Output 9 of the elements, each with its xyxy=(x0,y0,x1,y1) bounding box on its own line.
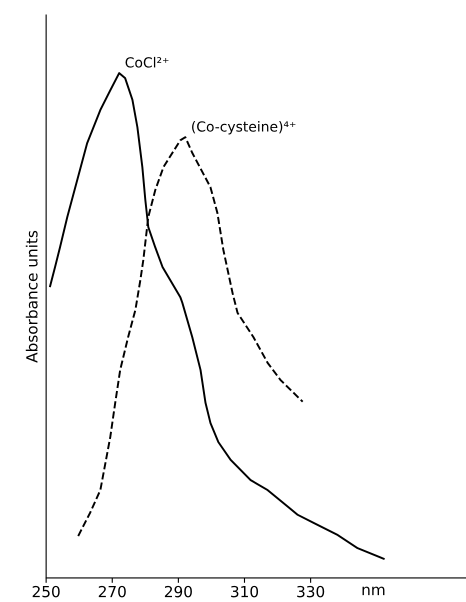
x-tick-label: 310 xyxy=(231,586,258,598)
x-tick-label: 290 xyxy=(164,586,192,598)
y-axis-title: Absorbance units xyxy=(26,230,38,363)
x-tick-label: 270 xyxy=(98,586,126,598)
x-tick-label: 330 xyxy=(297,586,324,598)
series-label: CoCl²⁺ xyxy=(126,56,168,68)
x-axis-title: nm xyxy=(362,586,384,596)
series-label: (Co-cysteine)⁴⁺ xyxy=(192,120,296,134)
x-tick-label: 250 xyxy=(32,586,60,598)
